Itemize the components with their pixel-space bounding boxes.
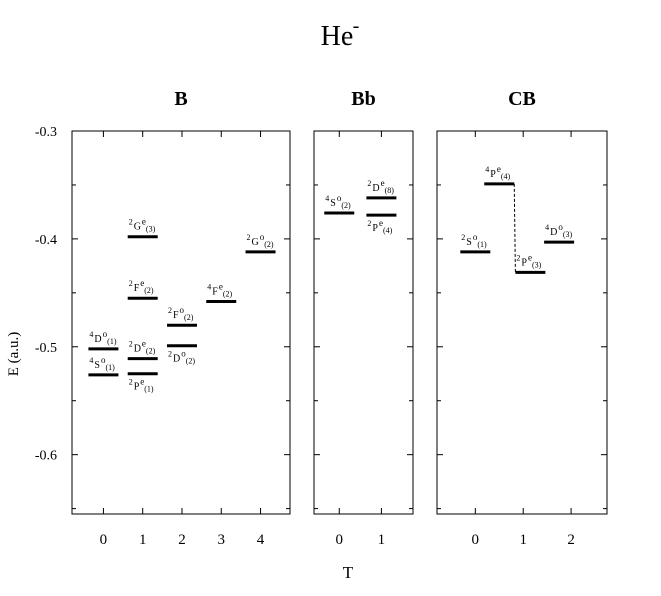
level-label: 2Fo(2) <box>168 305 194 322</box>
level-label: 2Pe(3) <box>516 252 541 269</box>
panel-b: B 0 1 2 3 4 4Do(1) 4So(1) 2Ge(3) 2Fe(2) 2De(2) 2Pe(… <box>71 88 291 548</box>
y-tick-label: -0.6 <box>35 449 57 464</box>
level-label: 2De(2) <box>129 339 156 356</box>
level-label: 2Go(2) <box>247 232 274 249</box>
chart-title-superscript: - <box>353 15 360 37</box>
level-label: 2Ge(3) <box>129 217 156 234</box>
level-label: 2De(8) <box>367 178 394 195</box>
chart-panels: B 0 1 2 3 4 4Do(1) 4So(1) 2Ge(3) 2Fe(2) 2De(2) 2Pe(… <box>71 88 608 548</box>
y-axis-label: E (a.u.) <box>6 332 22 377</box>
x-tick-label: 0 <box>336 532 344 548</box>
level-label: 2Pe(1) <box>129 377 154 394</box>
panel-bb: Bb 0 1 4So(2) 2De(8) 2Pe(4) <box>313 88 414 548</box>
level-label: 4Fe(2) <box>207 281 232 298</box>
x-tick-label: 1 <box>519 532 527 548</box>
y-tick-label: -0.3 <box>35 125 57 140</box>
x-tick-label: 3 <box>218 532 226 548</box>
level-label: 2Fe(2) <box>129 278 154 295</box>
level-label: 2Pe(4) <box>367 218 392 235</box>
x-tick-label: 2 <box>178 532 186 548</box>
level-connector-dashed <box>513 183 516 273</box>
panel-title: CB <box>508 88 536 110</box>
panel-title: Bb <box>351 88 375 110</box>
x-tick-label: 2 <box>567 532 575 548</box>
level-label: 2So(1) <box>461 232 487 249</box>
chart-title-base: He <box>321 21 354 52</box>
level-label: 4Pe(4) <box>485 164 510 181</box>
level-label: 4Do(3) <box>545 222 572 239</box>
x-tick-label: 0 <box>472 532 480 548</box>
y-tick-label: -0.4 <box>35 233 57 248</box>
x-tick-label: 1 <box>139 532 147 548</box>
panel-cb: CB 0 1 2 2So(1) 4Pe(4) 2Pe(3)4Do(3) <box>436 88 608 548</box>
chart-title: He - <box>321 15 360 52</box>
x-tick-label: 1 <box>378 532 386 548</box>
y-tick-labels: -0.3 -0.4 -0.5 -0.6 <box>35 125 57 464</box>
level-label: 2Do(2) <box>168 349 195 366</box>
x-tick-label: 0 <box>100 532 108 548</box>
panel-frame <box>313 130 414 515</box>
level-label: 4So(1) <box>89 355 115 372</box>
x-tick-label: 4 <box>257 532 265 548</box>
panel-title: B <box>174 88 187 110</box>
x-axis-label: T <box>343 563 354 582</box>
panel-frame <box>71 130 291 515</box>
y-tick-label: -0.5 <box>35 341 57 356</box>
level-label: 4So(2) <box>325 193 351 210</box>
panel-frame <box>436 130 608 515</box>
level-label: 4Do(1) <box>89 329 116 346</box>
